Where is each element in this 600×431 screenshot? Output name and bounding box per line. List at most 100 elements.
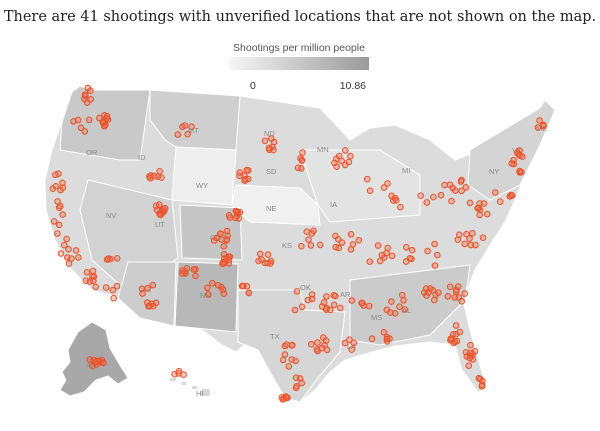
- shooting-marker: [161, 204, 169, 212]
- shooting-marker: [103, 256, 111, 263]
- shooting-marker: [403, 244, 410, 251]
- shooting-marker: [383, 335, 391, 343]
- shooting-marker: [282, 394, 290, 401]
- shooting-marker: [348, 297, 356, 304]
- shooting-marker: [446, 181, 454, 188]
- shooting-marker: [316, 241, 324, 249]
- shooting-marker: [466, 354, 474, 362]
- state-label-al: AL: [402, 306, 411, 315]
- shooting-marker: [217, 230, 224, 237]
- shooting-marker: [285, 363, 293, 370]
- shooting-marker: [456, 231, 463, 239]
- state-label-tx: TX: [270, 332, 280, 341]
- shooting-marker: [342, 147, 349, 154]
- shooting-marker: [49, 185, 57, 192]
- shooting-marker: [465, 362, 473, 370]
- shooting-marker: [149, 281, 157, 289]
- shooting-marker: [467, 341, 474, 349]
- shooting-marker: [294, 164, 302, 172]
- shooting-marker: [365, 302, 373, 310]
- shooting-marker: [75, 254, 82, 261]
- shooting-marker: [441, 181, 448, 189]
- shooting-marker: [363, 175, 371, 183]
- shooting-marker: [446, 283, 454, 291]
- shooting-marker: [157, 211, 164, 219]
- shooting-marker: [400, 297, 407, 304]
- shooting-marker: [298, 379, 306, 387]
- legend-title: Shootings per million people: [233, 42, 365, 54]
- shooting-marker: [242, 176, 249, 183]
- color-legend: Shootings per million people 0 10.86: [226, 42, 372, 92]
- shooting-marker: [380, 329, 388, 336]
- state-label-mn: MN: [317, 145, 329, 154]
- shooting-marker: [406, 254, 414, 262]
- shooting-marker: [298, 303, 306, 311]
- shooting-marker: [61, 241, 68, 249]
- shooting-marker: [453, 337, 461, 345]
- shooting-marker: [322, 337, 330, 345]
- shooting-marker: [174, 131, 182, 138]
- shooting-marker: [152, 202, 160, 210]
- state-label-ok: OK: [300, 283, 311, 292]
- shooting-marker: [350, 339, 358, 347]
- shooting-marker: [264, 259, 271, 267]
- shooting-marker: [83, 269, 91, 276]
- shooting-marker: [323, 293, 330, 300]
- shooting-marker: [330, 301, 338, 309]
- shooting-marker: [332, 292, 339, 300]
- shooting-marker: [508, 160, 516, 167]
- state-label-id: ID: [138, 153, 146, 162]
- shooting-marker: [388, 192, 395, 200]
- shooting-marker: [283, 341, 290, 348]
- shooting-marker: [292, 357, 299, 365]
- shooting-marker: [303, 228, 311, 235]
- shooting-marker: [100, 359, 107, 367]
- shooting-marker: [181, 122, 188, 129]
- shooting-marker: [81, 95, 88, 103]
- shooting-marker: [110, 294, 117, 302]
- shooting-marker: [293, 288, 301, 295]
- shooting-marker: [218, 236, 225, 243]
- shooting-marker: [298, 157, 306, 164]
- state-shape-northeast: [467, 99, 556, 201]
- shooting-marker: [434, 251, 441, 259]
- shooting-marker: [101, 122, 108, 130]
- state-label-hi: HI: [196, 389, 204, 398]
- shooting-marker: [226, 214, 234, 221]
- shooting-marker: [384, 244, 392, 252]
- shooting-marker: [478, 383, 486, 390]
- state-label-ar: AR: [340, 290, 351, 299]
- shooting-marker: [92, 283, 99, 291]
- shooting-marker: [85, 116, 93, 124]
- state-label-nd: ND: [264, 129, 275, 138]
- shooting-marker: [454, 283, 462, 290]
- shooting-marker: [349, 241, 357, 248]
- shooting-marker: [261, 137, 269, 145]
- shooting-marker: [337, 304, 344, 312]
- shooting-marker: [109, 286, 116, 294]
- shooting-marker: [374, 242, 382, 249]
- shooting-marker: [268, 135, 275, 142]
- shooting-marker: [424, 247, 431, 255]
- state-shape-southeast: [349, 264, 471, 346]
- shooting-marker: [540, 122, 547, 130]
- shooting-marker: [265, 144, 273, 152]
- shooting-marker: [279, 356, 287, 364]
- shooting-marker: [57, 250, 65, 257]
- shooting-marker: [331, 159, 338, 167]
- state-label-az: AZ: [142, 285, 152, 294]
- shooting-marker: [479, 377, 486, 385]
- shooting-marker: [281, 351, 289, 358]
- shooting-marker: [380, 184, 388, 191]
- shooting-marker: [192, 272, 199, 280]
- shooting-marker: [480, 200, 488, 207]
- shooting-marker: [65, 246, 72, 253]
- state-label-ia: IA: [330, 200, 337, 209]
- shooting-marker: [431, 296, 438, 304]
- shooting-marker: [146, 173, 153, 180]
- shooting-marker: [397, 203, 404, 211]
- state-shape-midwest: [299, 149, 421, 223]
- shooting-marker: [50, 218, 58, 225]
- state-shape-wyoming: [171, 146, 237, 206]
- shooting-marker: [63, 235, 70, 243]
